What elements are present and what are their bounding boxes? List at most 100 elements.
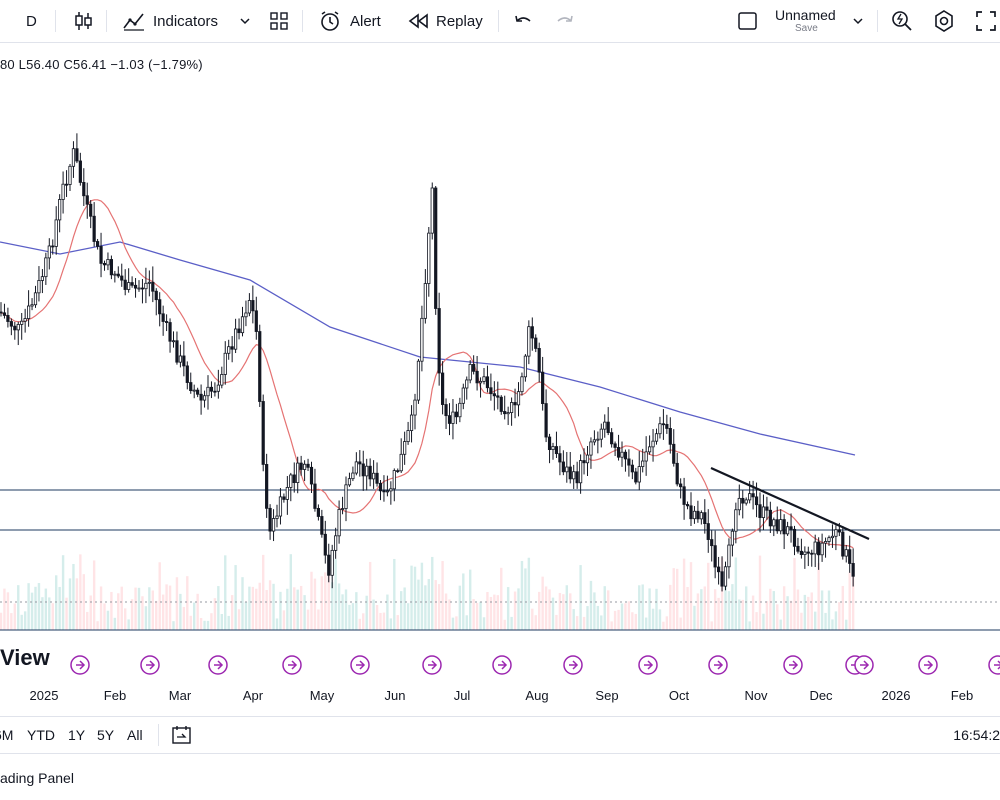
event-marker-icon[interactable]: [918, 655, 938, 675]
layout-name-button[interactable]: Unnamed Save: [775, 0, 836, 42]
volume-bar: [555, 614, 558, 630]
candle-body: [692, 510, 697, 520]
candle: [610, 428, 614, 448]
candle-body: [627, 458, 631, 466]
clock-readout[interactable]: 16:54:2: [953, 717, 1000, 753]
interval-button[interactable]: D: [26, 0, 37, 42]
candle-body: [196, 389, 200, 395]
event-marker-icon[interactable]: [282, 655, 302, 675]
candle: [447, 403, 452, 436]
redo-button[interactable]: [555, 0, 575, 42]
candle: [296, 456, 300, 494]
event-marker-icon[interactable]: [783, 655, 803, 675]
event-marker-icon[interactable]: [708, 655, 728, 675]
volume-bar: [244, 601, 248, 630]
candle-body: [44, 257, 48, 278]
candle: [337, 500, 341, 544]
candle-body: [351, 472, 355, 480]
event-marker-icon[interactable]: [422, 655, 442, 675]
candle: [541, 356, 545, 411]
volume-bar: [400, 591, 403, 630]
event-marker-icon[interactable]: [208, 655, 228, 675]
candle-body: [623, 451, 628, 460]
candle: [13, 321, 17, 340]
quick-search-button[interactable]: [890, 0, 914, 42]
time-axis-label: Mar: [169, 688, 192, 703]
candle: [478, 377, 483, 398]
volume-bar: [703, 586, 706, 630]
volume-bar: [493, 594, 496, 630]
event-marker-icon[interactable]: [492, 655, 512, 675]
candle: [841, 526, 845, 560]
event-marker-icon[interactable]: [854, 655, 874, 675]
candle-body: [30, 304, 34, 307]
candle: [206, 375, 210, 410]
volume-bar: [558, 592, 562, 630]
candle-body: [6, 315, 10, 322]
indicators-dropdown[interactable]: [238, 0, 252, 42]
range-6m[interactable]: 6M: [0, 717, 13, 753]
candle: [420, 305, 424, 372]
volume-bar: [265, 590, 268, 630]
layout-checkbox[interactable]: [737, 0, 759, 42]
range-5y[interactable]: 5Y: [97, 717, 114, 753]
candle: [403, 431, 407, 465]
candle: [351, 466, 355, 482]
candle: [699, 510, 703, 525]
candle-body: [23, 318, 27, 322]
volume-bar: [65, 597, 68, 630]
volume-bar: [127, 619, 130, 630]
layout-dropdown[interactable]: [851, 0, 865, 42]
volume-bar: [34, 586, 37, 630]
alarm-clock-icon: [321, 11, 339, 31]
undo-button[interactable]: [513, 0, 533, 42]
range-1y[interactable]: 1Y: [68, 717, 85, 753]
volume-bar: [286, 588, 289, 630]
fast-moving-average-line[interactable]: [0, 199, 854, 549]
candle: [147, 270, 151, 297]
trading-panel-tab[interactable]: ading Panel: [0, 770, 74, 786]
date-range-button[interactable]: [171, 717, 193, 753]
volume-bar: [786, 596, 789, 630]
slow-moving-average-line[interactable]: [0, 241, 856, 456]
event-marker-icon[interactable]: [638, 655, 658, 675]
descending-trendline[interactable]: [710, 466, 870, 541]
candle-body: [130, 282, 134, 286]
candle-body: [13, 325, 17, 331]
candle: [2, 303, 7, 319]
candle-body: [289, 474, 293, 488]
volume-bar: [427, 579, 430, 630]
candle-body: [741, 497, 745, 504]
candle: [227, 339, 231, 360]
range-all[interactable]: All: [127, 717, 143, 753]
range-ytd[interactable]: YTD: [27, 717, 55, 753]
candle-body: [71, 148, 76, 167]
candle-body: [365, 465, 369, 477]
candle: [786, 521, 790, 536]
volume-bar: [324, 572, 327, 630]
volume-bar: [469, 569, 472, 630]
candle-body: [33, 292, 38, 306]
settings-button[interactable]: [932, 0, 956, 42]
templates-button[interactable]: [268, 0, 290, 42]
event-marker-icon[interactable]: [350, 655, 370, 675]
volume-bar: [279, 591, 282, 630]
candle: [223, 341, 227, 385]
volume-bar: [682, 558, 686, 630]
alert-button[interactable]: Alert: [318, 0, 381, 42]
indicators-button[interactable]: Indicators: [122, 0, 218, 42]
fullscreen-button[interactable]: [974, 0, 998, 42]
volume-bar: [779, 619, 782, 630]
volume-bar: [182, 606, 186, 630]
event-marker-icon[interactable]: [988, 655, 1000, 675]
event-marker-icon[interactable]: [140, 655, 160, 675]
price-chart[interactable]: 2025 Feb Mar Apr May Jun Jul Aug Sep Oct Nov Dec 202…: [0, 42, 1000, 716]
event-marker-icon[interactable]: [563, 655, 583, 675]
candle-body: [282, 496, 286, 500]
event-marker-icon[interactable]: [70, 655, 90, 675]
candle: [606, 407, 610, 436]
candle: [741, 490, 745, 519]
candles-icon[interactable]: [72, 0, 94, 42]
replay-button[interactable]: Replay: [408, 0, 483, 42]
candle-body: [309, 466, 314, 485]
